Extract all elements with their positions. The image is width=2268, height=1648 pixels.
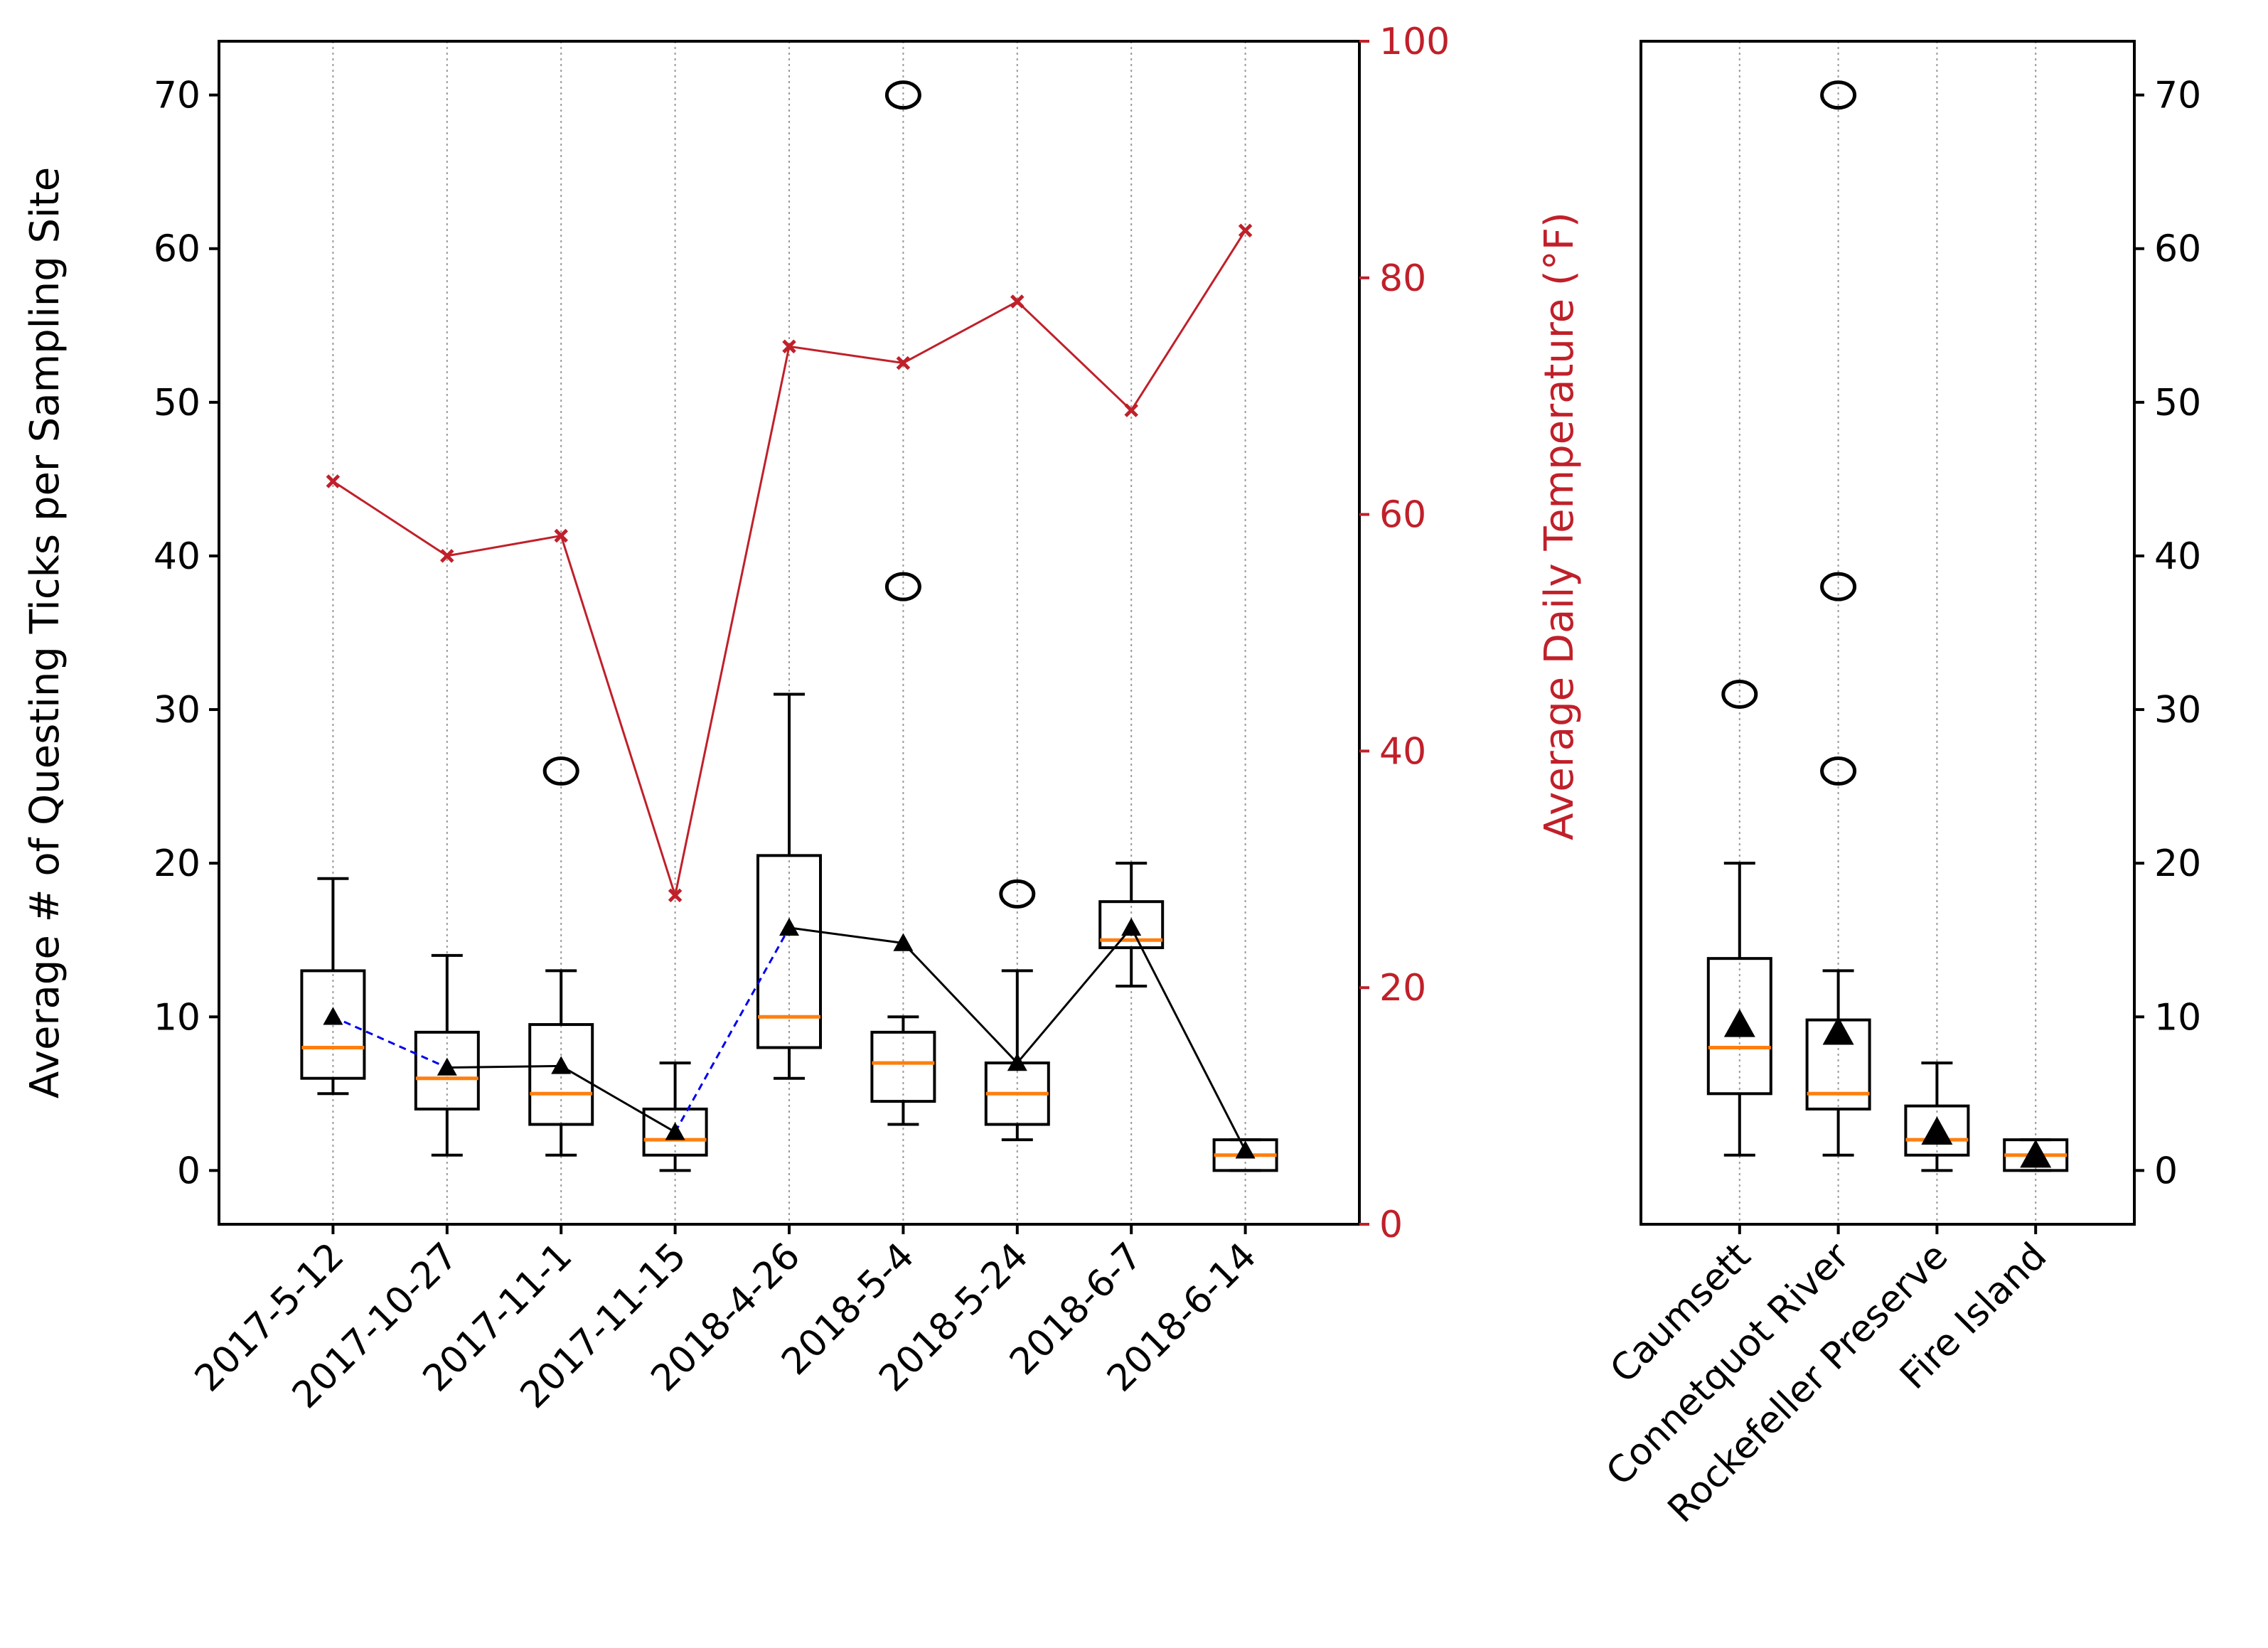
mean-marker-8 bbox=[1235, 1140, 1256, 1159]
mean-marker-1 bbox=[1822, 1016, 1854, 1045]
y-tick-label-6: 60 bbox=[2154, 228, 2201, 271]
y2-tick-label-3: 60 bbox=[1379, 494, 1426, 537]
outlier-1 bbox=[884, 80, 921, 110]
temperature-marker-stroke-b bbox=[1124, 403, 1138, 417]
y2-tick-label-2: 40 bbox=[1379, 730, 1426, 773]
mean-connector-3 bbox=[674, 927, 791, 1133]
box-iqr bbox=[1904, 1104, 1970, 1157]
left-secondary-y-axis: 0 20 40 60 80 100 bbox=[1359, 21, 1450, 1246]
y-tick-label-2: 20 bbox=[2154, 842, 2201, 885]
outlier-0 bbox=[1721, 679, 1758, 709]
right-plot-frame bbox=[1640, 40, 2136, 1226]
temperature-point-6 bbox=[1010, 294, 1025, 309]
temperature-marker-stroke-b bbox=[782, 339, 796, 354]
box-iqr bbox=[414, 1030, 480, 1111]
right-boxplots bbox=[1706, 80, 2069, 1172]
boxplot-2018-5-24 bbox=[984, 879, 1050, 1142]
boxplot-2017-5-12 bbox=[300, 877, 366, 1096]
mean-marker-5 bbox=[893, 933, 914, 951]
left-y-axis: 0 10 20 30 40 50 60 70 bbox=[154, 75, 219, 1192]
y2-tick-label-1: 20 bbox=[1379, 967, 1426, 1010]
outlier-0 bbox=[884, 572, 921, 601]
y-tick-label-0: 0 bbox=[177, 1150, 200, 1192]
mean-marker-3 bbox=[665, 1122, 685, 1140]
y2-tick-label-5: 100 bbox=[1379, 21, 1450, 63]
mean-marker-0 bbox=[323, 1007, 343, 1025]
outlier-0 bbox=[999, 879, 1036, 909]
y-tick-label-4: 40 bbox=[2154, 535, 2201, 578]
temperature-marker-stroke-b bbox=[554, 528, 568, 543]
right-mean-markers bbox=[1723, 1009, 2052, 1168]
mean-connector-2 bbox=[560, 1065, 676, 1133]
box-iqr bbox=[1098, 900, 1165, 950]
mean-marker-3 bbox=[2020, 1139, 2052, 1168]
secondary-y-axis-title: Average Daily Temperature (°F) bbox=[1536, 212, 1583, 840]
box-iqr bbox=[300, 969, 366, 1080]
outlier-2 bbox=[1820, 80, 1857, 110]
temperature-point-0 bbox=[326, 474, 341, 488]
y-tick-label-7: 70 bbox=[154, 75, 200, 117]
mean-marker-0 bbox=[1723, 1009, 1755, 1037]
y-tick-label-2: 20 bbox=[154, 842, 200, 885]
boxplot-2017-10-27 bbox=[414, 953, 480, 1157]
boxplot-2018-5-4 bbox=[870, 80, 936, 1126]
temperature-series bbox=[326, 223, 1253, 903]
boxplot-2018-4-26 bbox=[756, 692, 822, 1080]
y-tick-label-0: 0 bbox=[2154, 1150, 2178, 1192]
box-iqr bbox=[756, 854, 822, 1049]
y2-tick-label-4: 80 bbox=[1379, 257, 1426, 300]
mean-marker-2 bbox=[551, 1056, 572, 1074]
temperature-marker-stroke-b bbox=[326, 474, 341, 488]
outlier-1 bbox=[1820, 572, 1857, 601]
temperature-marker-stroke-b bbox=[896, 355, 911, 370]
temperature-point-5 bbox=[896, 355, 911, 370]
mean-marker-6 bbox=[1007, 1053, 1027, 1071]
mean-connector-1 bbox=[446, 1064, 562, 1069]
boxplot-2018-6-7 bbox=[1098, 862, 1165, 988]
y-tick-label-5: 50 bbox=[154, 382, 200, 424]
mean-connector-4 bbox=[788, 926, 904, 945]
mean-marker-4 bbox=[779, 917, 799, 936]
temperature-marker-stroke-b bbox=[440, 549, 454, 563]
mean-connector-7 bbox=[1130, 927, 1246, 1151]
mean-connector-6 bbox=[1016, 926, 1133, 1064]
box-iqr bbox=[870, 1030, 936, 1103]
right-y-axis: 0 10 20 30 40 50 60 70 bbox=[2134, 75, 2201, 1192]
mean-marker-1 bbox=[437, 1057, 457, 1076]
boxplot-2017-11-1 bbox=[528, 756, 594, 1157]
temperature-point-1 bbox=[440, 549, 454, 563]
y-tick-label-7: 70 bbox=[2154, 75, 2201, 117]
box-iqr bbox=[1706, 957, 1772, 1096]
y-tick-label-3: 30 bbox=[2154, 689, 2201, 732]
temperature-marker-stroke-b bbox=[1238, 223, 1253, 238]
mean-connector-0 bbox=[332, 1015, 448, 1069]
mean-marker-2 bbox=[1921, 1116, 1953, 1145]
boxplot-Caumsett bbox=[1706, 679, 1772, 1157]
temperature-marker-stroke-b bbox=[1010, 294, 1025, 309]
mean-connector-5 bbox=[902, 942, 1018, 1064]
temperature-marker-stroke-b bbox=[668, 888, 683, 903]
temperature-point-2 bbox=[554, 528, 568, 543]
mean-marker-7 bbox=[1121, 917, 1142, 936]
box-iqr bbox=[642, 1107, 708, 1157]
y-tick-label-5: 50 bbox=[2154, 382, 2201, 424]
y2-tick-label-0: 0 bbox=[1379, 1204, 1403, 1246]
temperature-point-8 bbox=[1238, 223, 1253, 238]
temperature-point-3 bbox=[668, 888, 683, 903]
left-boxplots bbox=[300, 80, 1278, 1172]
box-iqr bbox=[528, 1023, 594, 1126]
y-tick-label-1: 10 bbox=[154, 996, 200, 1039]
outlier-0 bbox=[542, 756, 579, 786]
y-tick-label-3: 30 bbox=[154, 689, 200, 732]
y-axis-title: Average # of Questing Ticks per Sampling… bbox=[22, 167, 68, 1098]
y-tick-label-1: 10 bbox=[2154, 996, 2201, 1039]
y-tick-label-6: 60 bbox=[154, 228, 200, 271]
y-tick-label-4: 40 bbox=[154, 535, 200, 578]
left-mean-markers bbox=[323, 917, 1256, 1159]
temperature-point-7 bbox=[1124, 403, 1138, 417]
temperature-point-4 bbox=[782, 339, 796, 354]
outlier-0 bbox=[1820, 756, 1857, 786]
